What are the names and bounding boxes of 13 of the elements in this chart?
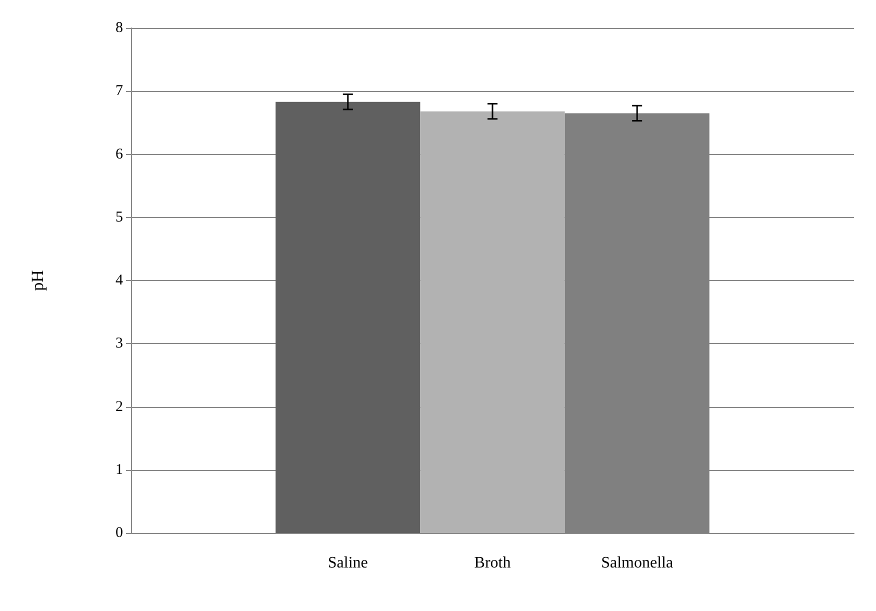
x-tick-label: Salmonella bbox=[601, 554, 674, 572]
y-axis-title: pH bbox=[28, 270, 47, 291]
y-tick-label: 8 bbox=[116, 20, 123, 36]
y-tick-label: 6 bbox=[116, 146, 124, 162]
y-tick-label: 2 bbox=[116, 398, 123, 415]
y-tick-label: 5 bbox=[116, 209, 123, 226]
x-tick-label: Saline bbox=[328, 554, 368, 572]
y-tick-label: 0 bbox=[116, 525, 123, 541]
y-tick-label: 7 bbox=[116, 83, 124, 100]
y-tick-label: 3 bbox=[116, 336, 123, 352]
x-tick-label: Broth bbox=[474, 554, 511, 572]
y-tick-label: 4 bbox=[116, 272, 124, 288]
y-tick-label: 1 bbox=[116, 462, 123, 478]
